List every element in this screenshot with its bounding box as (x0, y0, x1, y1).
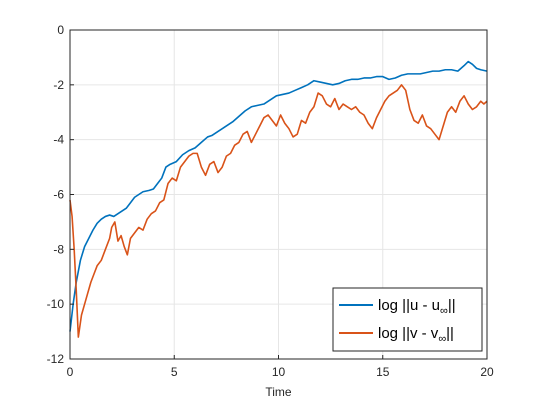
y-tick-label: 0 (57, 23, 64, 37)
y-tick-label: -12 (47, 352, 65, 366)
x-tick-label: 10 (272, 365, 286, 379)
series-line-u (69, 60, 488, 332)
y-tick-label: -2 (53, 78, 64, 92)
x-tick-label: 0 (67, 365, 74, 379)
legend-label-v: log ||v - v∞|| (378, 325, 454, 345)
y-tick-label: -6 (53, 188, 64, 202)
x-axis-label: Time (265, 385, 292, 399)
legend-label-v-sub: ∞ (438, 333, 446, 345)
series-layer (69, 60, 488, 338)
y-tick-label: -4 (53, 133, 64, 147)
tick-labels: 0 5 10 15 20 0 -2 -4 -6 -8 -10 -12 (47, 23, 494, 379)
y-tick-label: -10 (47, 297, 65, 311)
legend-label-u-end: || (448, 297, 456, 314)
legend-label-u: log ||u - u∞|| (378, 297, 456, 317)
x-tick-label: 15 (376, 365, 390, 379)
legend-box (332, 287, 483, 352)
legend-label-v-end: || (446, 325, 454, 342)
x-tick-label: 20 (480, 365, 494, 379)
x-tick-label: 5 (171, 365, 178, 379)
legend-label-v-main: log ||v - v (378, 325, 439, 342)
legend: log ||u - u∞|| log ||v - v∞|| (332, 287, 483, 352)
y-tick-label: -8 (53, 242, 64, 256)
legend-label-u-main: log ||u - u (378, 297, 440, 314)
series-line-v (69, 84, 488, 338)
legend-label-u-sub: ∞ (440, 305, 448, 317)
